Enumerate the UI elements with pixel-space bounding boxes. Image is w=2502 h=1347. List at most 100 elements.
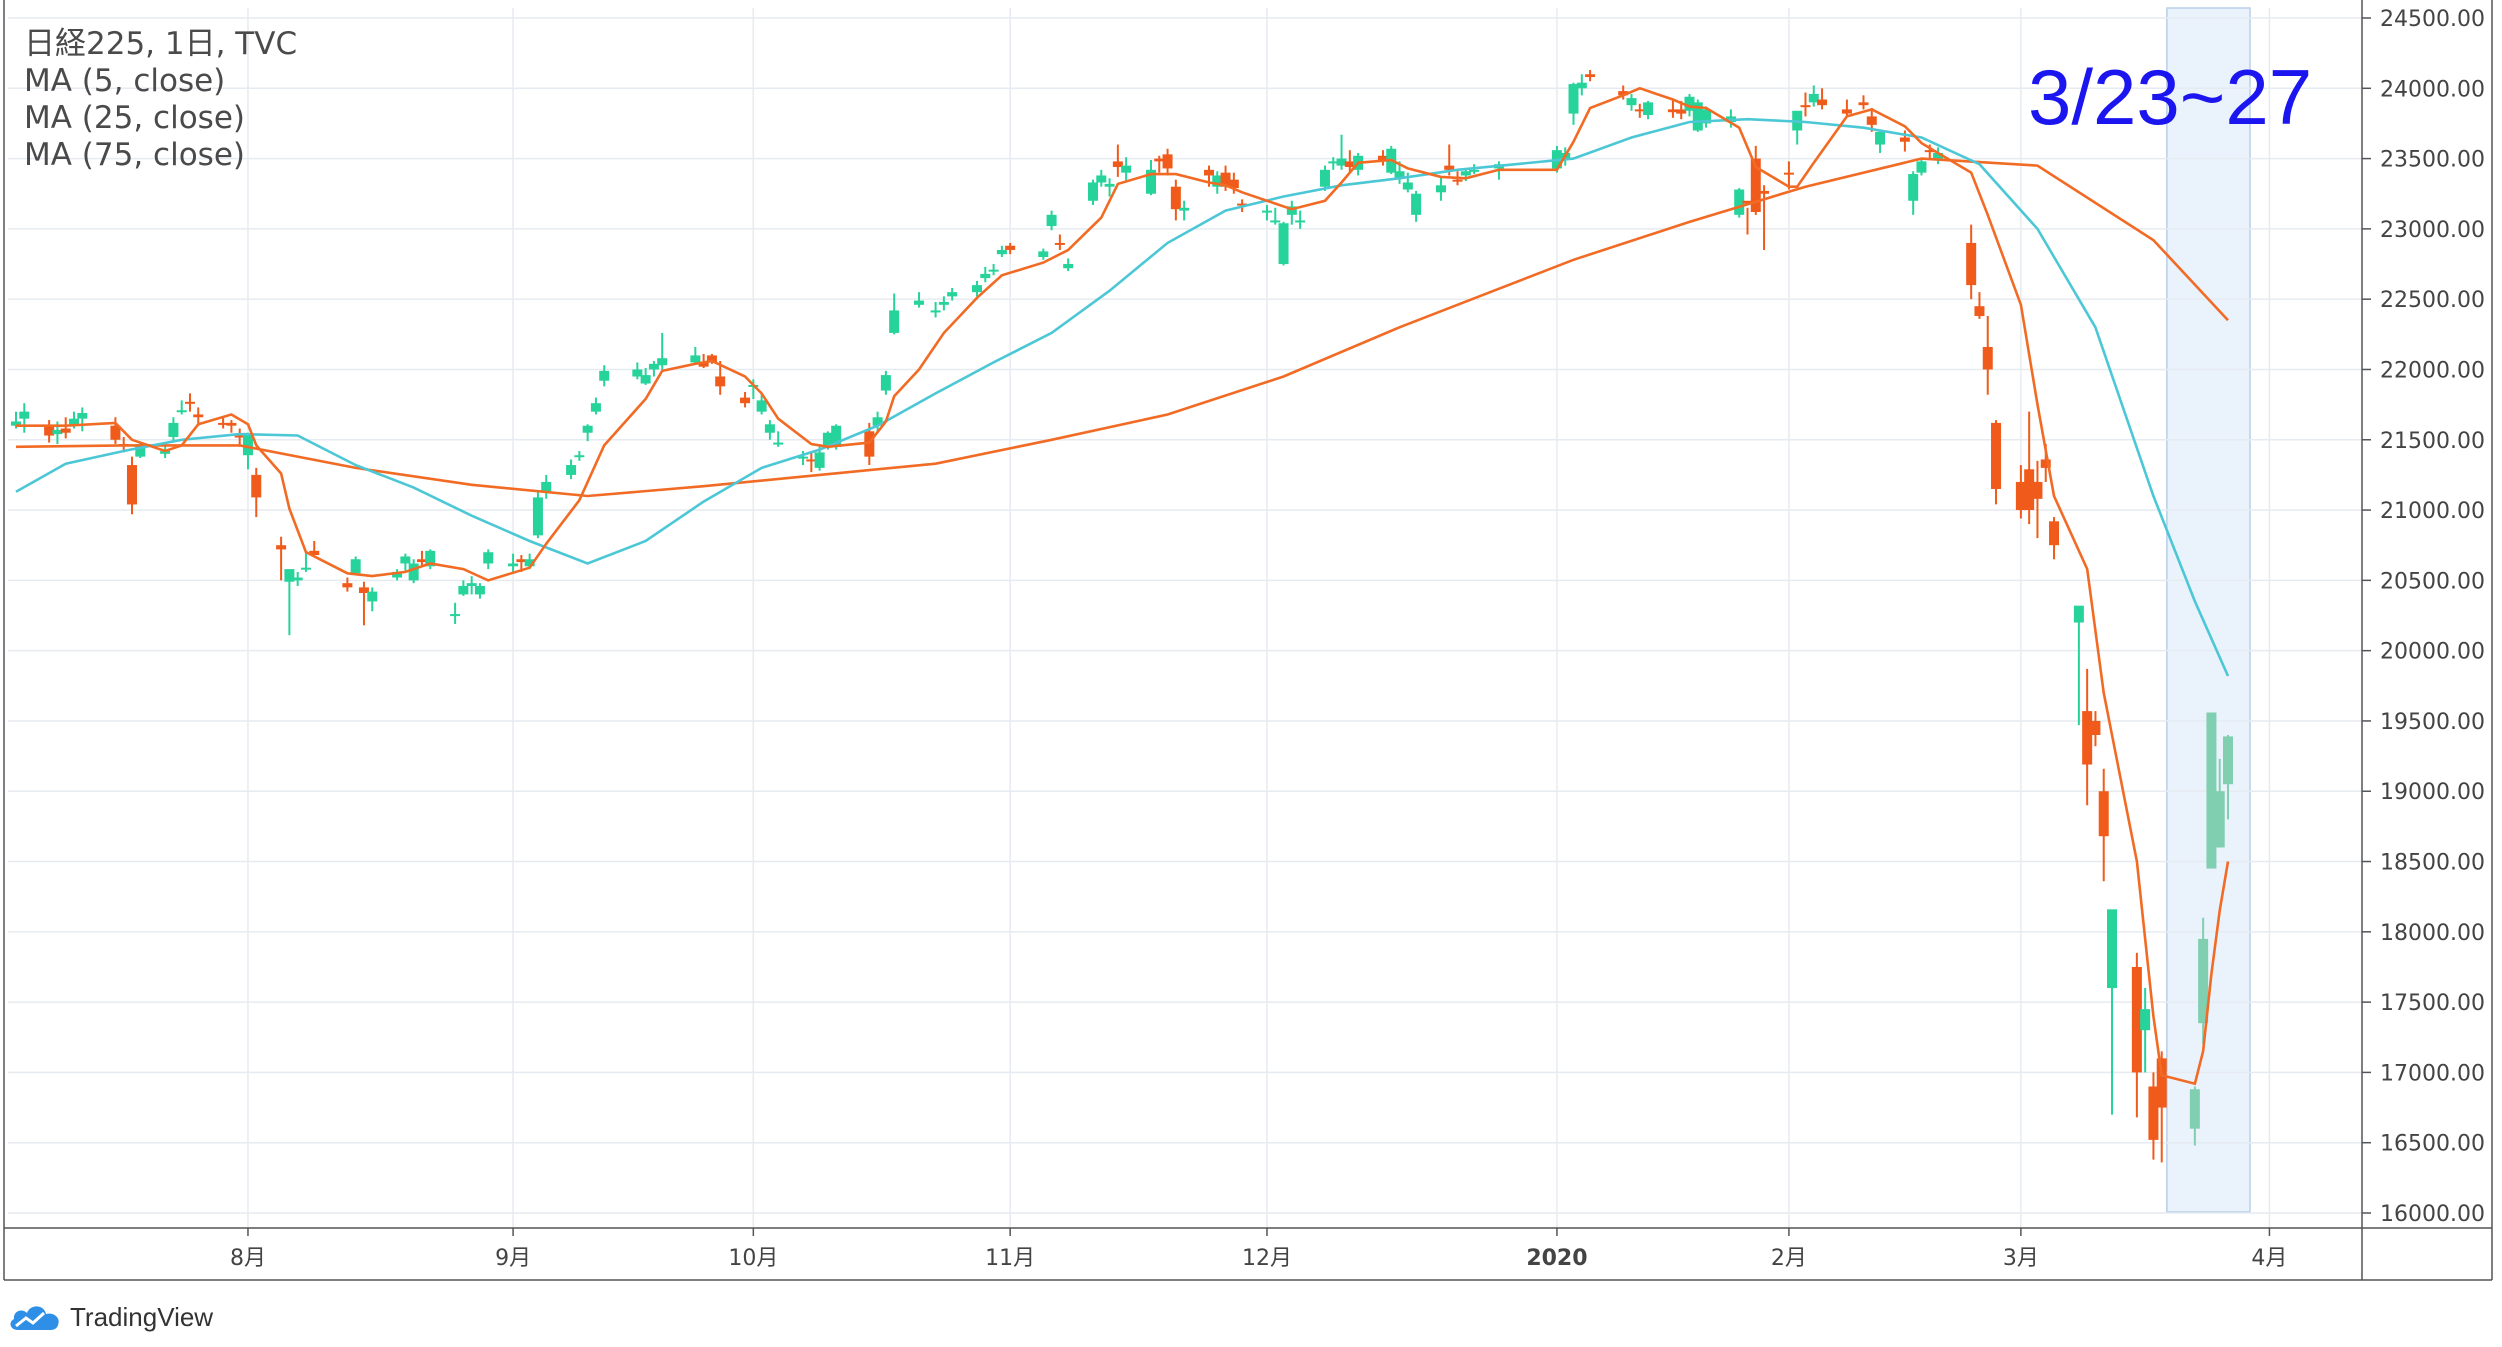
candle-body — [1336, 158, 1347, 166]
candle-down — [1800, 92, 1811, 117]
candle-up — [1046, 210, 1057, 231]
candle-body — [168, 422, 179, 437]
candle-body — [2140, 1009, 2151, 1031]
candle-down — [2098, 768, 2109, 882]
candle-up — [2073, 605, 2084, 726]
candle-up — [582, 424, 593, 442]
candle-body — [930, 310, 941, 313]
candle-up — [541, 474, 552, 499]
candle-body — [176, 410, 187, 413]
candle-body — [1875, 131, 1886, 145]
candle-body — [1626, 98, 1637, 106]
candle-up — [466, 576, 477, 595]
price-axis[interactable]: 24500.00 24000.00 23500.00 23000.00 22500.00… — [2362, 7, 2485, 1227]
candle-down — [309, 540, 320, 556]
tradingview-branding[interactable]: TradingView — [6, 1300, 213, 1334]
candle-down — [1817, 88, 1828, 110]
candle-body — [60, 428, 71, 433]
candle-down — [1667, 99, 1678, 118]
price-tick-label: 21000.00 — [2380, 499, 2485, 524]
time-tick-label: 4月 — [2251, 1246, 2287, 1271]
time-axis-background — [0, 1228, 2492, 1280]
candle-down — [1759, 185, 1770, 250]
candle-body — [2198, 938, 2209, 1024]
candle-up — [1088, 179, 1099, 205]
candle-body — [657, 358, 668, 366]
candle-body — [566, 465, 577, 475]
candle-up — [1701, 106, 1712, 128]
candle-up — [300, 552, 311, 572]
candle-body — [1966, 242, 1977, 286]
candle-up — [532, 490, 543, 539]
price-tick-label: 19500.00 — [2380, 710, 2485, 735]
legend-symbol: 日経225, 1日, TVC — [24, 26, 298, 62]
candle-body — [2049, 521, 2060, 546]
candle-up — [1319, 165, 1330, 191]
price-tick-label: 19000.00 — [2380, 780, 2485, 805]
ma25-line — [15, 117, 2230, 677]
candle-body — [1750, 158, 1761, 213]
candle-down — [1377, 150, 1388, 166]
candle-body — [1286, 206, 1297, 215]
candle-up — [242, 432, 253, 470]
candle-body — [1974, 306, 1985, 317]
candle-body — [1104, 183, 1115, 187]
candle-up — [1145, 159, 1156, 196]
candle-up — [947, 287, 958, 301]
candle-down — [1618, 85, 1629, 100]
candle-up — [972, 280, 983, 297]
candle-body — [1162, 154, 1173, 169]
price-tick-label: 22500.00 — [2380, 288, 2485, 313]
candle-down — [226, 420, 237, 433]
candle-body — [184, 401, 195, 404]
candle-down — [2131, 952, 2142, 1118]
candle-up — [914, 292, 925, 308]
candle-up — [2198, 917, 2209, 1045]
candle-up — [880, 370, 891, 395]
candle-body — [599, 370, 610, 381]
candle-down — [1750, 145, 1761, 215]
grid-lines — [8, 8, 2362, 1228]
candle-body — [1783, 172, 1794, 175]
candle-body — [19, 411, 30, 419]
candle-body — [408, 563, 419, 581]
candle-body — [226, 422, 237, 426]
time-axis[interactable]: 8月 9月 10月 11月 12月 2020 2月 3月 4月 — [230, 1228, 2287, 1271]
candle-body — [2040, 459, 2051, 468]
candle-body — [1121, 165, 1132, 173]
candle-body — [1618, 91, 1629, 96]
candle-body — [1054, 242, 1065, 245]
time-tick-label: 12月 — [1242, 1246, 1292, 1271]
candle-body — [1576, 82, 1587, 89]
candle-up — [168, 417, 179, 443]
candle-up — [872, 411, 883, 433]
candle-body — [2189, 1089, 2200, 1129]
tradingview-cloud-icon — [10, 1306, 59, 1330]
candle-down — [126, 456, 137, 515]
chart-frame — [0, 0, 2493, 1281]
tradingview-label: TradingView — [70, 1301, 214, 1332]
candle-body — [68, 418, 79, 426]
highlight-date-label: 3/23~27 — [2028, 53, 2313, 141]
candle-body — [1568, 84, 1579, 114]
candle-body — [1220, 172, 1231, 187]
candle-body — [1154, 158, 1165, 162]
candle-up — [474, 583, 485, 599]
candle-body — [764, 424, 775, 433]
price-tick-label: 18500.00 — [2380, 851, 2485, 876]
candle-body — [1005, 245, 1016, 250]
candle-down — [234, 428, 245, 447]
candle-body — [52, 429, 63, 435]
candle-body — [1344, 161, 1355, 168]
candle-up — [632, 362, 643, 380]
candle-body — [2024, 469, 2035, 511]
candle-up — [988, 264, 999, 276]
candle-up — [1684, 93, 1695, 117]
candle-up — [450, 602, 461, 624]
price-tick-label: 20000.00 — [2380, 640, 2485, 665]
candle-up — [1568, 82, 1579, 125]
candle-up — [1643, 100, 1654, 120]
candle-up — [1933, 147, 1944, 165]
candle-down — [1170, 179, 1181, 221]
